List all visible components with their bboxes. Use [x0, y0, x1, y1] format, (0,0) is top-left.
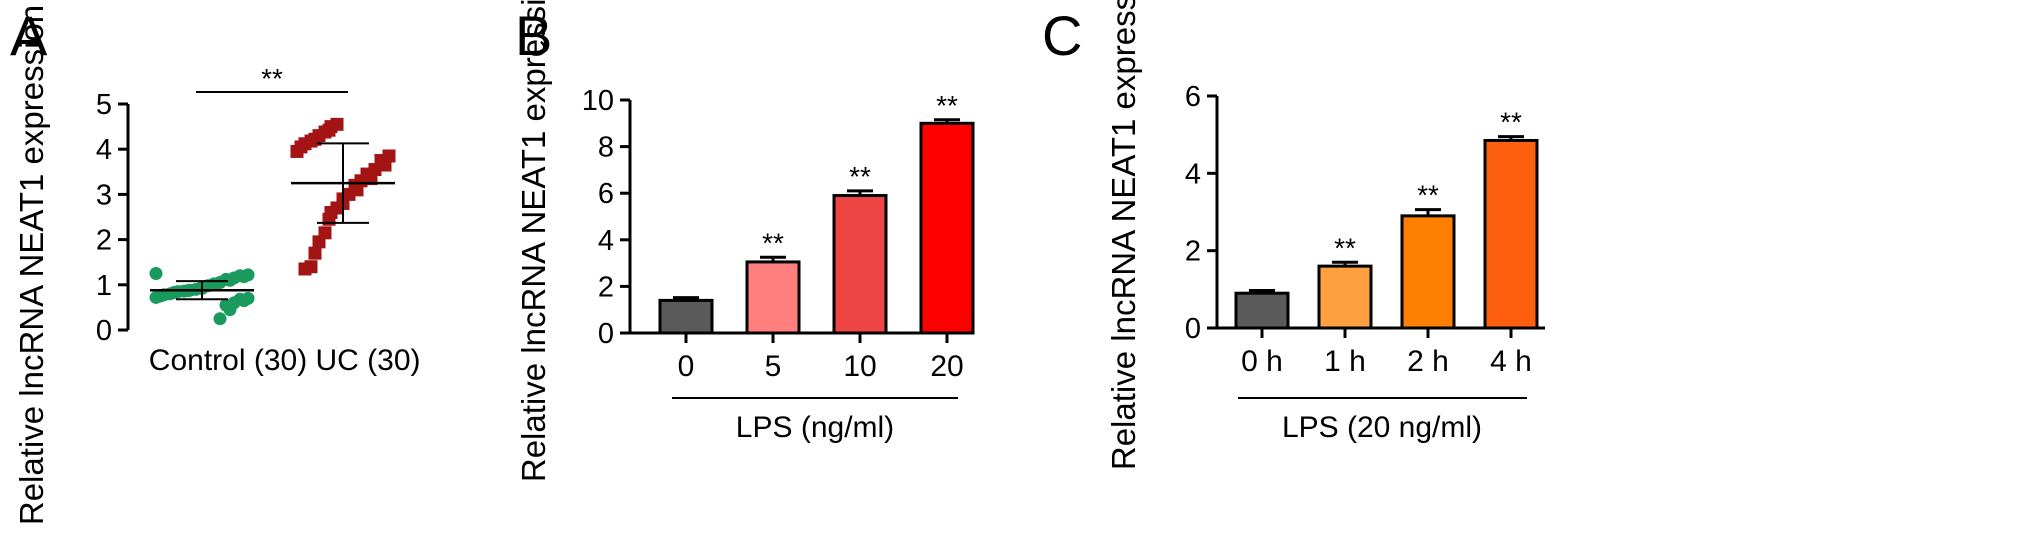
panel-a-data-point	[312, 235, 326, 249]
panel-a-data-point	[223, 303, 237, 317]
panel-b-category-label: 5	[765, 350, 782, 383]
panel-b-bar	[832, 194, 888, 335]
panel-a-y-tick-label: 4	[96, 134, 112, 166]
panel-letter-c: C	[1042, 4, 1082, 67]
panel-c-bar	[1400, 214, 1456, 330]
panel-a-data-point	[290, 144, 304, 158]
panel-a-data-point	[364, 172, 378, 186]
panel-a-significance-label: **	[261, 63, 283, 94]
panel-c-category-label: 2 h	[1407, 345, 1449, 378]
panel-b-category-label: 10	[843, 350, 876, 383]
panel-a-category-label: Control (30)	[149, 344, 307, 377]
panel-b-category-label: 0	[678, 350, 695, 383]
panel-a-y-tick-label: 3	[96, 179, 112, 211]
panel-a: A Relative lncRNA NEAT1 expression 0 1 2 3 4…	[10, 4, 421, 525]
panel-a-data-point	[378, 158, 392, 172]
panel-b-y-tick-label: 10	[582, 85, 614, 117]
panel-c-bar	[1234, 291, 1290, 330]
panel-b-y-axis-label: Relative lncRNA NEAT1 expression	[515, 0, 552, 482]
panel-b-significance-label: **	[762, 227, 784, 258]
panel-c-y-tick-label: 0	[1185, 313, 1201, 345]
panel-b-category-label: 20	[930, 350, 963, 383]
panel-a-data-point	[149, 267, 163, 280]
panel-c-y-axis-label: Relative lncRNA NEAT1 expression	[1105, 0, 1142, 470]
panel-b-y-tick-label: 4	[598, 225, 614, 257]
panel-c-y-tick-label: 2	[1185, 236, 1201, 268]
panel-a-data-point	[237, 294, 251, 308]
panel-b-bars: ** ** **	[630, 90, 975, 343]
panel-b-y-tick-label: 0	[598, 318, 614, 350]
panel-a-data-point	[298, 262, 312, 276]
panel-a-data-point	[223, 273, 237, 287]
panel-b-y-tick-label: 2	[598, 271, 614, 303]
panel-a-summary-lines	[150, 142, 395, 301]
panel-letter-b: B	[515, 4, 552, 67]
panel-b-bar	[658, 298, 714, 335]
panel-a-y-axis-label: Relative lncRNA NEAT1 expression	[13, 5, 50, 525]
panel-c-category-label: 1 h	[1324, 345, 1366, 378]
panel-b-bar	[919, 121, 975, 335]
panel-letter-a: A	[10, 4, 48, 67]
panel-a-data-point	[149, 290, 163, 304]
panel-c-y-tick-label: 6	[1185, 81, 1201, 113]
panel-b-category-labels: 0 5 10 20	[678, 350, 964, 383]
panel-c-significance-label: **	[1334, 232, 1356, 263]
panel-b-y-tick-label: 6	[598, 178, 614, 210]
panel-c: C Relative lncRNA NEAT1 expression 0246 …	[1042, 0, 1545, 470]
panel-c-x-axis-label: LPS (20 ng/ml)	[1282, 411, 1482, 444]
panel-b: B Relative lncRNA NEAT1 expression 0 2 4 6 8…	[515, 0, 975, 482]
panel-c-y-tick-label: 4	[1185, 158, 1201, 190]
panel-b-significance-label: **	[936, 90, 958, 121]
panel-c-category-labels: 0 h 1 h 2 h 4 h	[1241, 345, 1532, 378]
panel-a-y-axis: 0 1 2 3 4 5	[96, 89, 130, 347]
panel-a-data-point	[308, 246, 322, 260]
panel-b-x-axis-label: LPS (ng/ml)	[736, 411, 894, 444]
panel-c-significance-label: **	[1500, 107, 1522, 138]
panel-c-bar	[1317, 264, 1373, 330]
panel-b-y-tick-label: 8	[598, 132, 614, 164]
panel-b-y-axis: 0 2 4 6 8 10	[582, 85, 632, 350]
panel-c-significance-label: **	[1417, 180, 1439, 211]
panel-a-y-tick-label: 1	[96, 270, 112, 302]
panel-c-bar	[1483, 138, 1539, 330]
panel-c-y-axis: 0 2 4 6	[1185, 81, 1219, 345]
panel-c-category-label: 0 h	[1241, 345, 1283, 378]
panel-b-bar	[745, 260, 801, 335]
panel-a-points	[149, 117, 396, 326]
panel-c-category-label: 4 h	[1490, 345, 1532, 378]
panel-c-bars: ** ** **	[1217, 107, 1545, 338]
panel-a-y-tick-label: 2	[96, 225, 112, 257]
panel-b-significance-label: **	[849, 161, 871, 192]
panel-a-category-label: UC (30)	[315, 344, 420, 377]
panel-a-data-point	[237, 270, 251, 284]
panel-a-data-point	[213, 312, 227, 326]
panel-a-y-tick-label: 0	[96, 315, 112, 347]
panel-a-y-tick-label: 5	[96, 89, 112, 121]
